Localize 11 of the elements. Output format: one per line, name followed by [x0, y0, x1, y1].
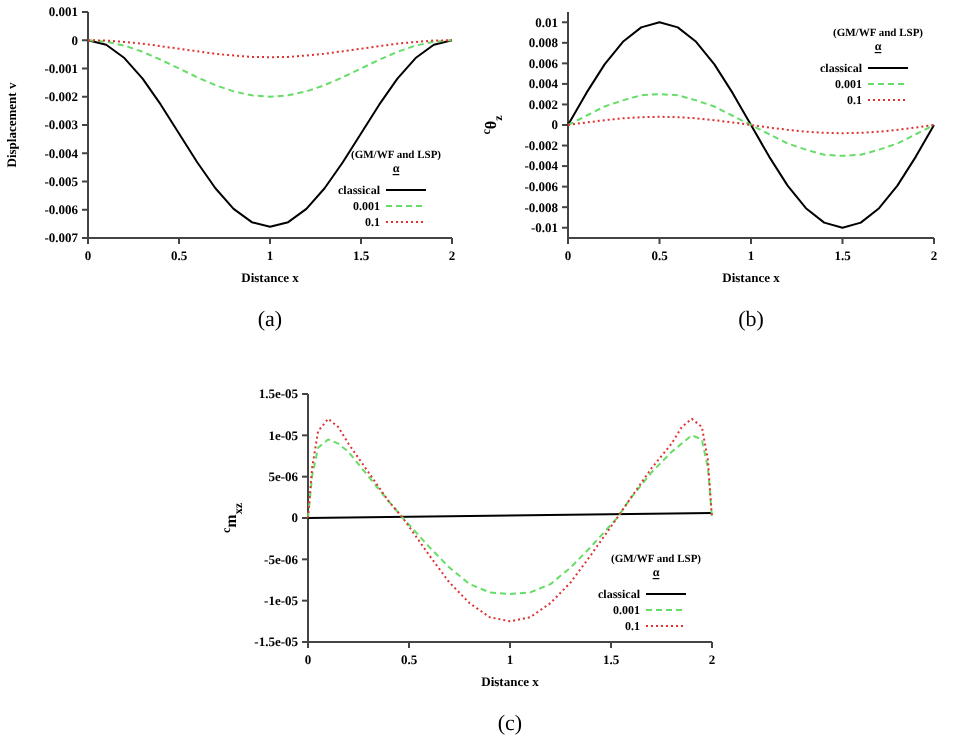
line-series: [87, 39, 453, 228]
line-series: [567, 115, 935, 135]
line-series: [307, 434, 713, 596]
line-series: [567, 93, 935, 157]
line-series: [567, 21, 935, 229]
line-series: [87, 39, 453, 98]
line-series: [307, 417, 713, 623]
text: (c): [497, 712, 523, 736]
text: (a): [257, 308, 283, 332]
line-series: [87, 39, 453, 59]
text: (b): [738, 308, 765, 332]
